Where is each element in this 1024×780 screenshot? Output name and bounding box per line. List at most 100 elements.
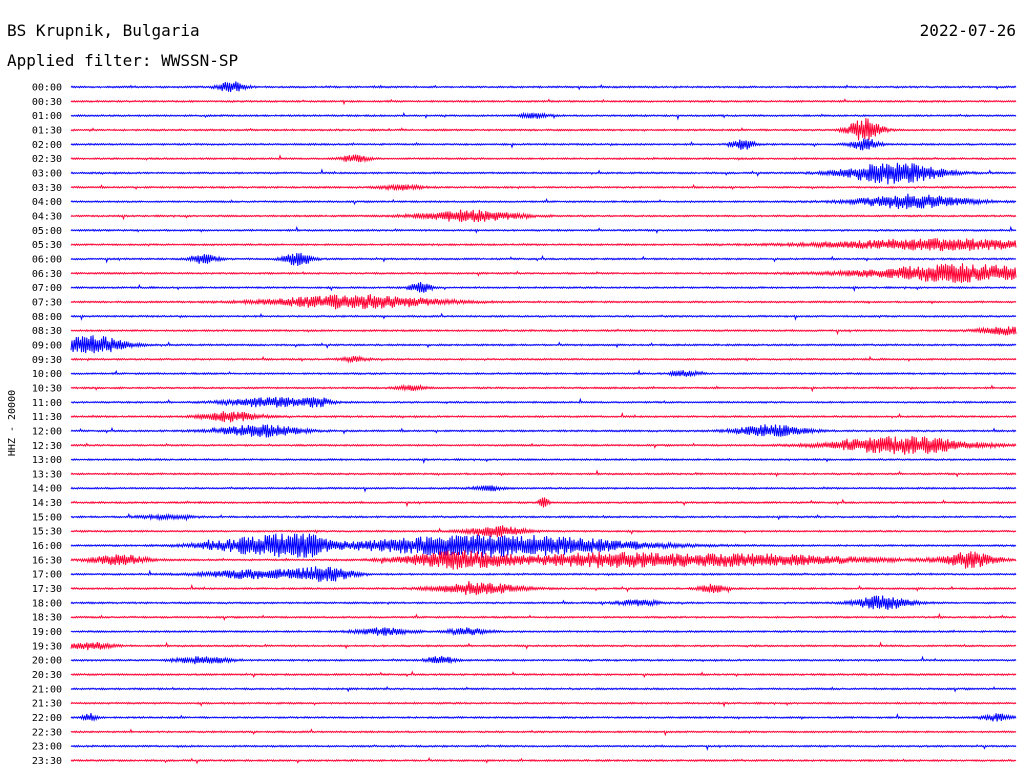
seismic-trace-1130 xyxy=(70,411,1017,423)
seismic-trace-0100 xyxy=(70,111,1017,121)
seismic-trace-2300 xyxy=(70,744,1017,752)
time-label: 21:00 xyxy=(32,684,62,695)
seismic-trace-0600 xyxy=(70,252,1017,266)
seismic-trace-0000 xyxy=(70,81,1017,93)
seismic-trace-0230 xyxy=(70,154,1017,164)
time-label: 02:30 xyxy=(32,154,62,165)
seismic-trace-0300 xyxy=(70,162,1017,185)
seismic-trace-0930 xyxy=(70,354,1017,364)
seismic-trace-2130 xyxy=(70,701,1017,708)
seismic-trace-1200 xyxy=(70,424,1017,438)
time-label: 02:00 xyxy=(32,140,62,151)
seismic-trace-2230 xyxy=(70,728,1017,737)
time-label: 14:00 xyxy=(32,484,62,495)
time-label: 00:00 xyxy=(32,83,62,94)
time-label: 13:30 xyxy=(32,469,62,480)
time-label: 09:00 xyxy=(32,340,62,351)
seismic-trace-1900 xyxy=(70,627,1017,637)
seismic-trace-0900 xyxy=(70,335,1017,354)
time-label: 11:30 xyxy=(32,412,62,423)
time-label: 11:00 xyxy=(32,398,62,409)
time-label: 14:30 xyxy=(32,498,62,509)
time-label: 15:30 xyxy=(32,527,62,538)
time-label: 18:30 xyxy=(32,613,62,624)
seismic-trace-0330 xyxy=(70,183,1017,192)
station-title: BS Krupnik, Bulgaria xyxy=(7,21,200,40)
time-label: 23:00 xyxy=(32,742,62,753)
time-label: 08:30 xyxy=(32,326,62,337)
time-label: 16:00 xyxy=(32,541,62,552)
time-label: 10:00 xyxy=(32,369,62,380)
time-label: 17:30 xyxy=(32,584,62,595)
seismic-trace-1730 xyxy=(70,581,1017,596)
time-label: 01:00 xyxy=(32,111,62,122)
seismic-trace-0030 xyxy=(70,98,1017,106)
time-label: 00:30 xyxy=(32,97,62,108)
seismic-trace-0730 xyxy=(70,294,1017,310)
time-label: 03:00 xyxy=(32,168,62,179)
seismic-trace-1100 xyxy=(70,396,1017,408)
seismic-trace-0830 xyxy=(70,326,1017,336)
time-label: 22:30 xyxy=(32,727,62,738)
time-label: 10:30 xyxy=(32,383,62,394)
time-label: 19:30 xyxy=(32,641,62,652)
time-label: 18:00 xyxy=(32,598,62,609)
seismic-trace-1700 xyxy=(70,566,1017,582)
time-label: 20:30 xyxy=(32,670,62,681)
time-label: 08:00 xyxy=(32,312,62,323)
seismic-trace-1800 xyxy=(70,595,1017,610)
seismic-trace-1530 xyxy=(70,525,1017,538)
seismic-trace-1600 xyxy=(70,533,1017,558)
time-label: 04:00 xyxy=(32,197,62,208)
time-label: 07:30 xyxy=(32,297,62,308)
seismic-trace-1330 xyxy=(70,469,1017,478)
time-label: 12:30 xyxy=(32,441,62,452)
date-label: 2022-07-26 xyxy=(919,21,1016,40)
time-label: 15:00 xyxy=(32,512,62,523)
time-label: 16:30 xyxy=(32,555,62,566)
time-label: 21:30 xyxy=(32,699,62,710)
seismic-trace-2330 xyxy=(70,756,1017,765)
time-label: 22:00 xyxy=(32,713,62,724)
seismic-trace-2200 xyxy=(70,713,1017,722)
time-label: 17:00 xyxy=(32,570,62,581)
seismic-trace-1630 xyxy=(70,549,1017,570)
seismic-trace-0130 xyxy=(70,117,1017,141)
time-label: 13:00 xyxy=(32,455,62,466)
time-label: 05:00 xyxy=(32,226,62,237)
time-label: 12:00 xyxy=(32,426,62,437)
seismic-trace-1500 xyxy=(70,512,1017,522)
time-label: 09:30 xyxy=(32,355,62,366)
seismic-trace-1300 xyxy=(70,457,1017,464)
time-label: 04:30 xyxy=(32,211,62,222)
seismic-trace-0200 xyxy=(70,138,1017,151)
time-label: 07:00 xyxy=(32,283,62,294)
trace-rows: 00:00 00:30 01:00 01:30 02:00 02:30 03:00 03:30… xyxy=(32,81,1017,767)
seismic-trace-2100 xyxy=(70,686,1017,693)
seismic-trace-0800 xyxy=(70,312,1017,321)
time-label: 06:30 xyxy=(32,269,62,280)
seismic-trace-2000 xyxy=(70,655,1017,665)
seismic-trace-1830 xyxy=(70,612,1017,621)
seismic-trace-0400 xyxy=(70,193,1017,210)
seismic-trace-0500 xyxy=(70,225,1017,235)
time-label: 05:30 xyxy=(32,240,62,251)
seismic-trace-1430 xyxy=(70,497,1017,508)
time-label: 20:00 xyxy=(32,656,62,667)
seismic-trace-0700 xyxy=(70,282,1017,293)
seismic-trace-2030 xyxy=(70,670,1017,679)
time-label: 23:30 xyxy=(32,756,62,767)
time-label: 19:00 xyxy=(32,627,62,638)
time-label: 03:30 xyxy=(32,183,62,194)
y-axis-label: HHZ - 20000 xyxy=(7,390,18,456)
seismic-trace-1030 xyxy=(70,383,1017,393)
seismic-trace-0430 xyxy=(70,209,1017,223)
seismic-trace-0530 xyxy=(70,238,1017,252)
seismic-trace-1930 xyxy=(70,641,1017,651)
seismic-trace-1400 xyxy=(70,484,1017,493)
seismic-trace-1000 xyxy=(70,369,1017,378)
time-label: 06:00 xyxy=(32,254,62,265)
seismic-trace-1230 xyxy=(70,435,1017,455)
filter-label: Applied filter: WWSSN-SP xyxy=(7,51,239,70)
